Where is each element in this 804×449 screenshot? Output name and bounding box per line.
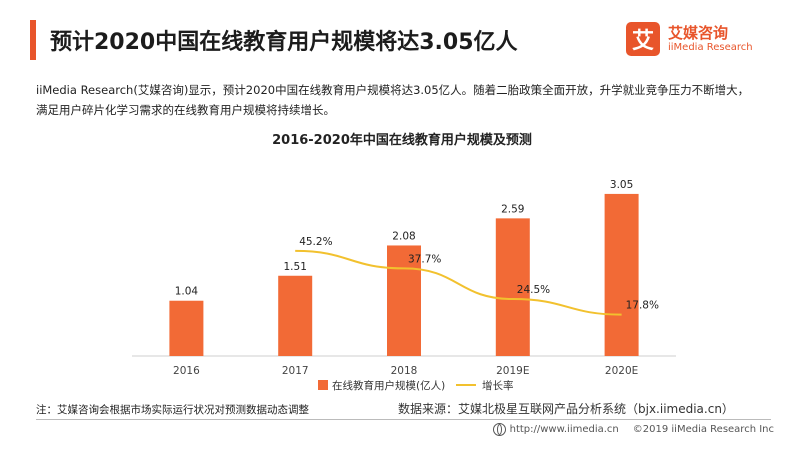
bar-value-label: 2.08 bbox=[392, 230, 415, 242]
x-tick-label: 2020E bbox=[605, 365, 638, 377]
x-tick-label: 2017 bbox=[282, 365, 309, 377]
logo-name: 艾媒咨询 bbox=[668, 23, 729, 42]
x-tick-label: 2019E bbox=[496, 365, 529, 377]
data-source: 数据来源：艾媒北极星互联网产品分析系统（bjx.iimedia.cn） bbox=[398, 402, 734, 416]
chart-title: 2016-2020年中国在线教育用户规模及预测 bbox=[272, 132, 532, 148]
growth-rate-label: 17.8% bbox=[626, 300, 659, 312]
globe-icon bbox=[492, 423, 506, 436]
growth-rate-label: 37.7% bbox=[408, 253, 441, 265]
copyright-bar: http://www.iimedia.cn ©2019 iiMedia Rese… bbox=[492, 423, 774, 436]
legend-bar-swatch bbox=[318, 380, 328, 390]
logo-subtitle: iiMedia Research bbox=[668, 41, 753, 53]
footnote: 注：艾媒咨询会根据市场实际运行状况对预测数据动态调整 bbox=[36, 404, 309, 416]
website-link[interactable]: http://www.iimedia.cn bbox=[509, 424, 619, 435]
bar-value-label: 3.05 bbox=[610, 179, 633, 191]
footer-divider bbox=[36, 419, 771, 420]
growth-rate-label: 24.5% bbox=[517, 284, 550, 296]
logo-mark: 艾 bbox=[626, 22, 660, 56]
bar-2016 bbox=[169, 300, 204, 356]
x-tick-label: 2018 bbox=[391, 365, 418, 377]
legend-bar-label: 在线教育用户规模(亿人) bbox=[332, 379, 445, 392]
x-tick-label: 2016 bbox=[173, 365, 200, 377]
copyright-text: ©2019 iiMedia Research Inc bbox=[632, 424, 774, 435]
title-accent-bar bbox=[30, 20, 36, 60]
bar-2018 bbox=[387, 245, 421, 356]
growth-rate-label: 45.2% bbox=[299, 236, 332, 248]
bar-2019E bbox=[495, 218, 530, 356]
page-title: 预计2020中国在线教育用户规模将达3.05亿人 bbox=[50, 30, 518, 55]
brand-logo: 艾 艾媒咨询 iiMedia Research bbox=[626, 22, 753, 56]
growth-rate-line bbox=[295, 249, 622, 316]
legend-line-label: 增长率 bbox=[482, 379, 514, 392]
intro-paragraph: iiMedia Research(艾媒咨询)显示，预计2020中国在线教育用户规… bbox=[36, 83, 750, 117]
user-scale-chart: 2016-2020年中国在线教育用户规模及预测 1.04 2016 1.51 2017… bbox=[132, 132, 676, 392]
bar-value-label: 1.51 bbox=[284, 261, 307, 273]
bar-2017 bbox=[278, 275, 313, 356]
bar-2020E bbox=[604, 193, 639, 356]
bar-value-label: 2.59 bbox=[501, 203, 524, 215]
bar-value-label: 1.04 bbox=[175, 286, 199, 298]
